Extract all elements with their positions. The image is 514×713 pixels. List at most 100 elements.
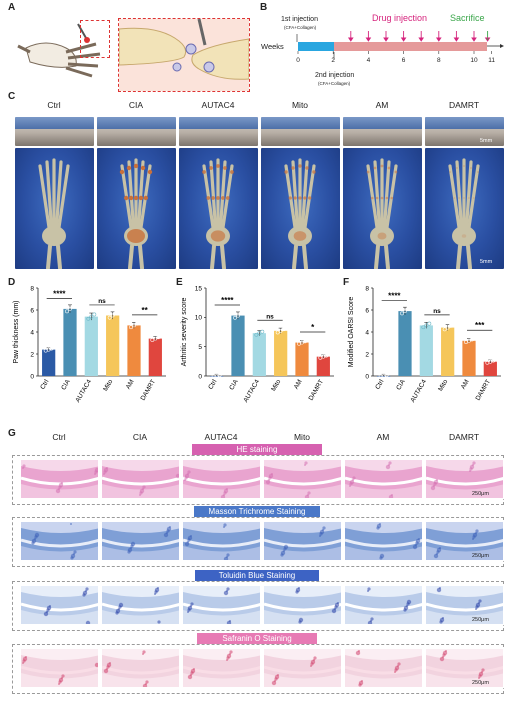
x-tick-label: Ctrl <box>39 378 50 391</box>
x-tick-label: CIA <box>395 378 407 391</box>
data-point <box>260 329 265 334</box>
data-point <box>153 336 158 341</box>
joint-section-graphic <box>183 522 260 560</box>
timeline-tick-label: 4 <box>367 57 371 64</box>
histology-image <box>263 648 342 688</box>
scale-bar-histology: 250μm <box>472 491 489 497</box>
timeline-phase2-bar <box>334 42 487 51</box>
x-tick-label: Mito <box>270 378 282 392</box>
zoom-box <box>80 20 110 58</box>
joint-section-graphic <box>426 586 503 624</box>
y-tick-label: 0 <box>198 373 202 380</box>
joint-section-graphic <box>345 586 422 624</box>
bar <box>148 338 162 376</box>
drug-arrowhead <box>435 37 442 42</box>
significance-label: ns <box>433 308 441 315</box>
group-header-g: AM <box>376 432 390 442</box>
group-header-c: Ctrl <box>47 100 61 110</box>
scale-bar-histology: 250μm <box>472 680 489 686</box>
sacrifice-label: Sacrifice <box>450 13 485 23</box>
joint-section-graphic <box>345 460 422 498</box>
data-point <box>254 332 259 337</box>
data-point <box>403 309 407 314</box>
data-point <box>442 327 447 332</box>
joint-section-graphic <box>345 522 422 560</box>
data-point <box>424 323 429 328</box>
significance-label: **** <box>53 289 66 298</box>
y-tick-label: 8 <box>365 285 369 292</box>
paw-photo <box>343 117 422 146</box>
scale-bar-histology: 250μm <box>472 553 489 559</box>
chart-paw-thickness: Paw thickness (mm) 0 2 4 6 8 Ctrl CIA AUTAC4 Mito… <box>13 285 166 404</box>
bar <box>127 325 141 376</box>
joint-closeup <box>118 18 250 92</box>
histology-image <box>182 585 261 625</box>
y-axis-label: Paw thickness (mm) <box>13 300 20 363</box>
bar <box>398 311 412 376</box>
bone-skeleton-graphic <box>202 158 234 269</box>
joint-section-graphic <box>21 649 98 687</box>
timeline-tick-label: 0 <box>296 57 300 64</box>
bar <box>441 327 455 376</box>
timeline-phase1-bar <box>298 42 334 51</box>
group-header-c: DAMRT <box>448 100 480 110</box>
x-tick-label: DAMRT <box>475 378 493 401</box>
joint-section-graphic <box>264 460 341 498</box>
microct-image <box>343 148 422 269</box>
paw-photo <box>179 117 258 146</box>
drug-arrowhead <box>471 37 477 42</box>
bone-skeleton-graphic <box>284 158 316 269</box>
second-injection-sub: (CFA+Collagen) <box>318 81 351 86</box>
x-tick-label: Ctrl <box>207 378 218 391</box>
timeline-tick-label: 2 <box>331 57 335 64</box>
joint-section-graphic <box>426 522 503 560</box>
drug-arrowhead <box>418 37 425 42</box>
chart-arthritic-score: Arthritic severity score 0 5 10 15 Ctrl CIA AUT… <box>181 285 334 404</box>
histology-image <box>20 521 99 561</box>
bar <box>483 361 497 376</box>
paw-photo <box>261 117 340 146</box>
bar <box>316 356 330 376</box>
joint-section-graphic <box>264 649 341 687</box>
panel-label-e: E <box>176 277 183 288</box>
y-tick-label: 4 <box>365 329 369 336</box>
x-tick-label: AM <box>293 379 304 391</box>
paw-photo <box>425 117 504 146</box>
joint-section-graphic <box>426 649 503 687</box>
bone-skeleton-graphic <box>448 158 480 269</box>
joint-section-graphic <box>264 522 341 560</box>
joint-section-graphic <box>21 586 98 624</box>
data-point <box>303 339 307 344</box>
data-point <box>89 314 94 319</box>
y-tick-label: 0 <box>30 373 34 380</box>
bar <box>462 340 476 376</box>
paw-photo <box>97 117 176 146</box>
bar <box>63 308 77 376</box>
y-axis-label: Modified OARSI Score <box>348 297 355 368</box>
microct-image <box>97 148 176 269</box>
group-header-c: AUTAC4 <box>201 100 235 110</box>
data-point <box>92 312 97 317</box>
histology-image <box>344 459 423 499</box>
histology-image <box>182 521 261 561</box>
paw-skeleton-graphic <box>16 18 108 88</box>
group-header-c: Mito <box>291 100 309 110</box>
y-tick-label: 10 <box>195 315 203 322</box>
drug-arrowhead <box>453 37 460 42</box>
data-point <box>86 316 91 321</box>
data-point <box>49 346 54 351</box>
scale-bar-photo: 5mm <box>480 138 493 144</box>
bar <box>84 316 98 376</box>
bar <box>295 342 309 376</box>
x-tick-label: Mito <box>102 378 114 392</box>
x-tick-label: AM <box>460 379 471 391</box>
drug-arrowhead <box>347 37 354 42</box>
y-tick-label: 5 <box>198 344 202 351</box>
data-point <box>65 309 69 314</box>
joint-injection-graphic <box>119 19 249 91</box>
histology-image <box>263 585 342 625</box>
group-header-c: AM <box>375 100 389 110</box>
data-point <box>239 311 243 316</box>
y-axis-label: Arthritic severity score <box>181 297 188 366</box>
significance-label: ** <box>142 306 149 315</box>
